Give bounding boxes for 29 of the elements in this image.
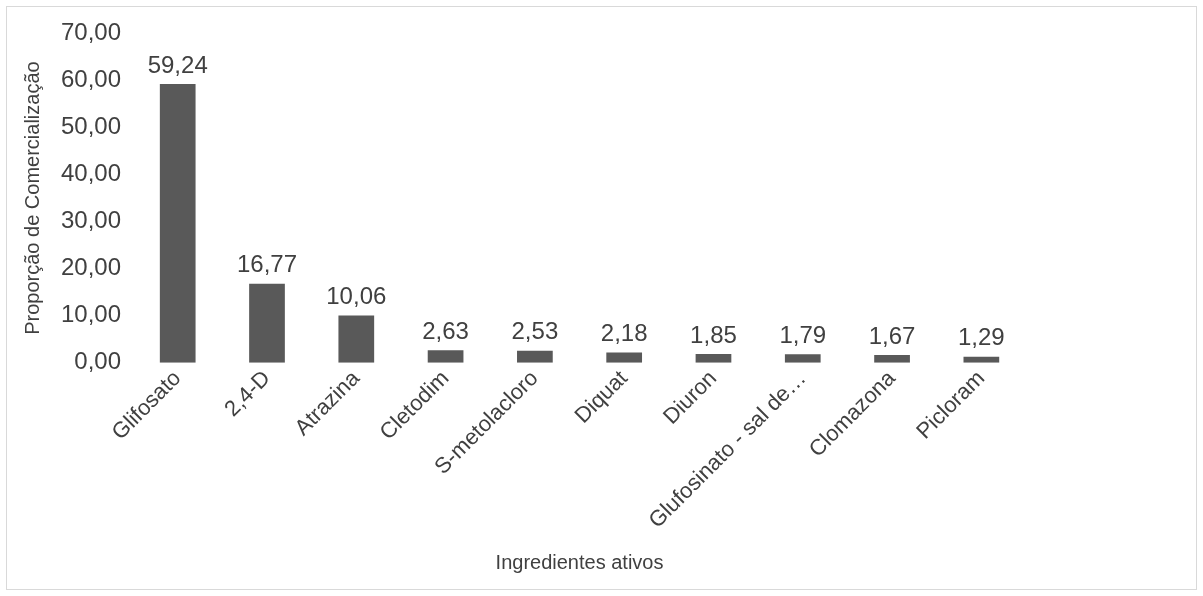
y-tick-label: 70,00 (61, 18, 122, 46)
data-label: 10,06 (326, 282, 387, 310)
data-label: 2,18 (600, 319, 648, 347)
bar (427, 350, 464, 363)
data-label: 16,77 (236, 250, 298, 278)
bar (338, 315, 375, 363)
bar (517, 350, 553, 363)
y-tick-label: 20,00 (61, 253, 122, 281)
data-label: 1,85 (690, 320, 737, 348)
y-axis-title: Proporção de Comercialização (20, 61, 43, 335)
bar (695, 354, 732, 363)
data-label: 59,24 (147, 50, 208, 78)
y-tick-label: 40,00 (61, 159, 122, 187)
data-label: 1,79 (779, 320, 827, 348)
bar (159, 84, 196, 363)
bar (606, 352, 643, 363)
data-label: 2,63 (422, 317, 469, 344)
y-tick-label: 30,00 (61, 206, 122, 234)
x-axis-title: Ingredientes ativos (495, 550, 664, 573)
y-tick-label: 0,00 (74, 347, 122, 375)
y-tick-label: 50,00 (61, 112, 122, 140)
bar (249, 283, 285, 363)
data-label: 1,67 (868, 321, 916, 349)
bar (784, 354, 821, 363)
y-tick-label: 60,00 (61, 65, 122, 93)
y-tick-label: 10,00 (61, 300, 122, 328)
bar (874, 354, 910, 363)
data-label: 2,53 (511, 317, 559, 345)
data-label: 1,29 (957, 323, 1005, 351)
